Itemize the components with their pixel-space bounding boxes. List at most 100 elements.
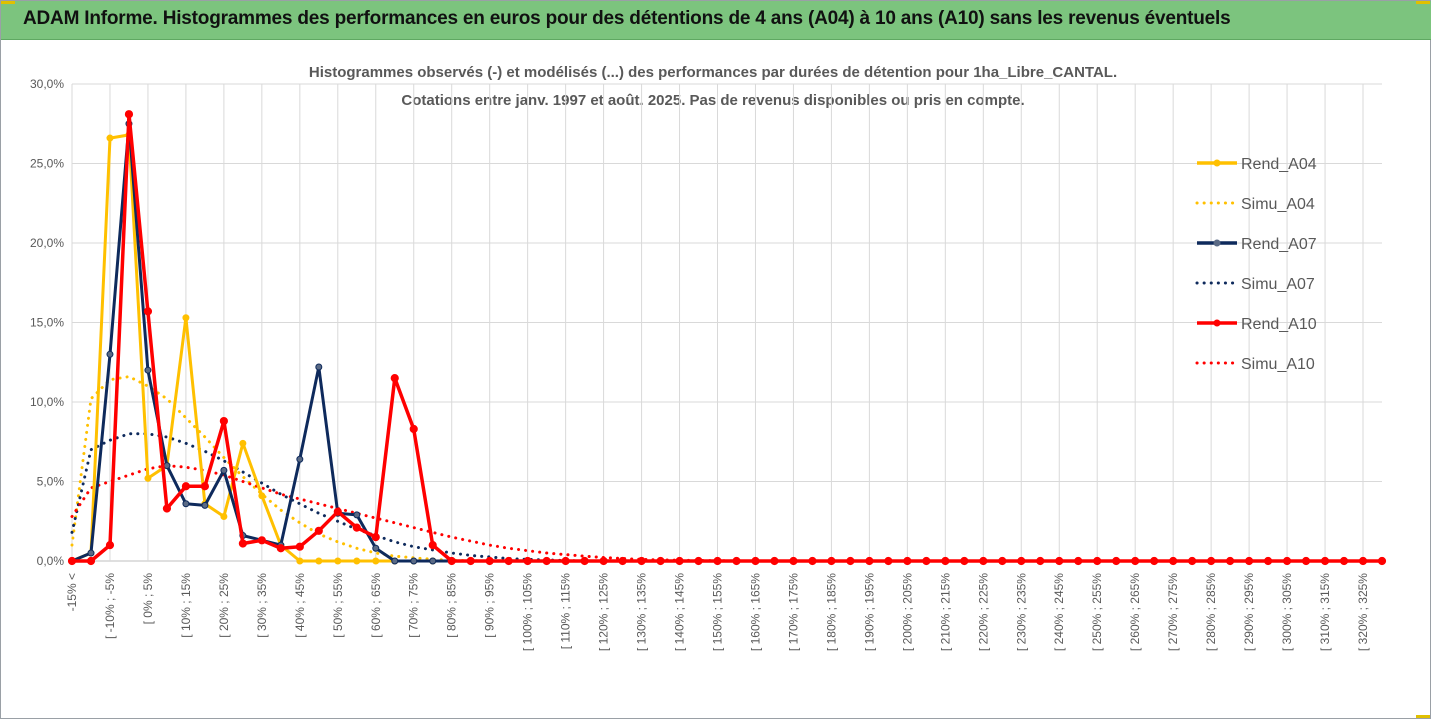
data-point-rend_a10: [181, 482, 191, 491]
data-point-rend_a10: [523, 556, 532, 566]
data-point-rend_a10: [257, 536, 266, 545]
data-point-rend_a04: [144, 474, 152, 482]
data-point-rend_a04: [106, 134, 114, 142]
plot-area: [67, 110, 1387, 566]
data-point-rend_a10: [371, 533, 380, 542]
x-tick-label: [ 210% ; 215%: [938, 573, 952, 651]
data-point-rend_a10: [694, 556, 703, 566]
x-axis: -15% < [ -10% ; -5% [ 0% ; 5% [ 10% ; 15% [ …: [65, 573, 1370, 651]
legend-label-rend_a07: Rend_A07: [1241, 236, 1317, 253]
data-point-rend_a07: [87, 549, 95, 557]
data-point-rend_a07: [201, 501, 209, 509]
data-point-rend_a10: [466, 556, 475, 566]
x-tick-label: [ 240% ; 245%: [1052, 573, 1066, 651]
x-tick-label: [ 290% ; 295%: [1242, 573, 1256, 651]
report-title: ADAM Informe. Histogrammes des performan…: [23, 8, 1231, 29]
legend-label-simu_a07: Simu_A07: [1241, 276, 1315, 293]
data-point-rend_a07: [144, 366, 152, 374]
report-banner: ADAM Informe. Histogrammes des performan…: [1, 1, 1431, 40]
data-point-rend_a10: [808, 556, 817, 566]
data-point-rend_a10: [675, 556, 684, 566]
x-tick-label: [ 120% ; 125%: [597, 573, 611, 651]
x-tick-label: [ 30% ; 35%: [255, 573, 269, 638]
data-point-rend_a10: [409, 424, 418, 434]
data-point-rend_a10: [827, 556, 836, 566]
data-point-rend_a10: [295, 542, 304, 551]
x-tick-label: [ 200% ; 205%: [900, 573, 914, 651]
x-tick-label: [ 10% ; 15%: [179, 573, 193, 638]
data-point-rend_a10: [1282, 556, 1292, 566]
x-tick-label: [ 280% ; 285%: [1204, 573, 1218, 651]
x-tick-label: [ -10% ; -5%: [103, 573, 117, 639]
x-tick-label: [ 50% ; 55%: [331, 573, 345, 638]
data-point-rend_a10: [105, 541, 115, 550]
data-point-rend_a10: [124, 110, 134, 119]
x-tick-label: [ 100% ; 105%: [521, 573, 535, 651]
data-point-rend_a10: [922, 556, 931, 566]
legend: Rend_A04 Simu_A04 Rend_A07 Simu_A07 Rend_A10…: [1195, 156, 1317, 373]
data-point-rend_a10: [618, 556, 627, 566]
x-tick-label: [ 260% ; 265%: [1128, 573, 1142, 651]
x-tick-label: [ 320% ; 325%: [1356, 573, 1370, 651]
data-point-rend_a10: [143, 307, 153, 316]
data-point-rend_a10: [1074, 556, 1083, 566]
data-point-rend_a10: [1207, 556, 1216, 566]
data-point-rend_a10: [219, 416, 228, 426]
x-tick-label: [ 190% ; 195%: [862, 573, 876, 651]
data-point-rend_a10: [656, 556, 665, 566]
data-point-rend_a04: [372, 557, 380, 565]
histogram-chart: Histogrammes observés (-) et modélisés (…: [30, 64, 1387, 651]
data-point-rend_a10: [732, 556, 741, 566]
data-point-rend_a10: [1131, 556, 1140, 566]
y-axis: 0,0% 5,0% 10,0% 15,0% 20,0% 25,0% 30,0%: [30, 77, 64, 568]
data-point-rend_a10: [314, 526, 323, 535]
data-point-rend_a10: [162, 504, 172, 513]
data-point-rend_a04: [334, 557, 342, 565]
x-tick-label: [ 110% ; 115%: [559, 573, 573, 650]
legend-label-simu_a10: Simu_A10: [1241, 356, 1315, 373]
data-point-rend_a07: [220, 466, 228, 474]
data-point-rend_a04: [258, 492, 266, 500]
x-tick-label: [ 230% ; 235%: [1014, 573, 1028, 651]
data-point-rend_a10: [580, 556, 589, 566]
data-point-rend_a10: [1017, 556, 1026, 566]
data-point-rend_a10: [200, 482, 209, 491]
legend-label-rend_a04: Rend_A04: [1241, 156, 1317, 173]
data-point-rend_a10: [485, 556, 494, 566]
data-point-rend_a07: [182, 500, 190, 508]
data-point-rend_a07: [315, 363, 323, 371]
data-point-rend_a07: [372, 544, 380, 552]
y-tick-label: 10,0%: [30, 395, 64, 409]
data-point-rend_a04: [296, 557, 304, 565]
x-tick-label: [ 250% ; 255%: [1090, 573, 1104, 651]
data-point-rend_a10: [447, 556, 456, 566]
data-point-rend_a04: [315, 557, 323, 565]
data-point-rend_a07: [429, 557, 437, 565]
y-tick-label: 0,0%: [37, 554, 65, 568]
legend-label-rend_a10: Rend_A10: [1241, 316, 1317, 333]
data-point-rend_a04: [220, 512, 228, 520]
data-point-rend_a10: [1263, 556, 1273, 566]
data-point-rend_a10: [960, 556, 969, 566]
data-point-rend_a10: [542, 556, 551, 566]
data-point-rend_a10: [637, 556, 646, 566]
data-point-rend_a10: [67, 556, 77, 566]
chart-title-line-1: Histogrammes observés (-) et modélisés (…: [309, 64, 1117, 81]
legend-label-simu_a04: Simu_A04: [1241, 196, 1315, 213]
data-point-rend_a10: [390, 374, 399, 383]
data-point-rend_a10: [1150, 556, 1159, 566]
data-point-rend_a10: [1226, 556, 1235, 566]
series-line-rend_a07: [71, 122, 1382, 563]
x-tick-label: [ 0% ; 5%: [141, 573, 155, 625]
x-tick-label: [ 40% ; 45%: [293, 573, 307, 638]
data-point-rend_a10: [1188, 556, 1197, 566]
legend-marker-rend_a07: [1213, 239, 1221, 247]
grid-lines: [71, 83, 1382, 562]
data-point-rend_a10: [1169, 556, 1178, 566]
data-point-rend_a10: [903, 556, 912, 566]
data-point-rend_a10: [238, 539, 247, 548]
data-point-rend_a10: [1055, 556, 1064, 566]
data-point-rend_a10: [846, 556, 855, 566]
data-point-rend_a07: [106, 350, 114, 358]
x-tick-label: [ 150% ; 155%: [711, 573, 725, 651]
